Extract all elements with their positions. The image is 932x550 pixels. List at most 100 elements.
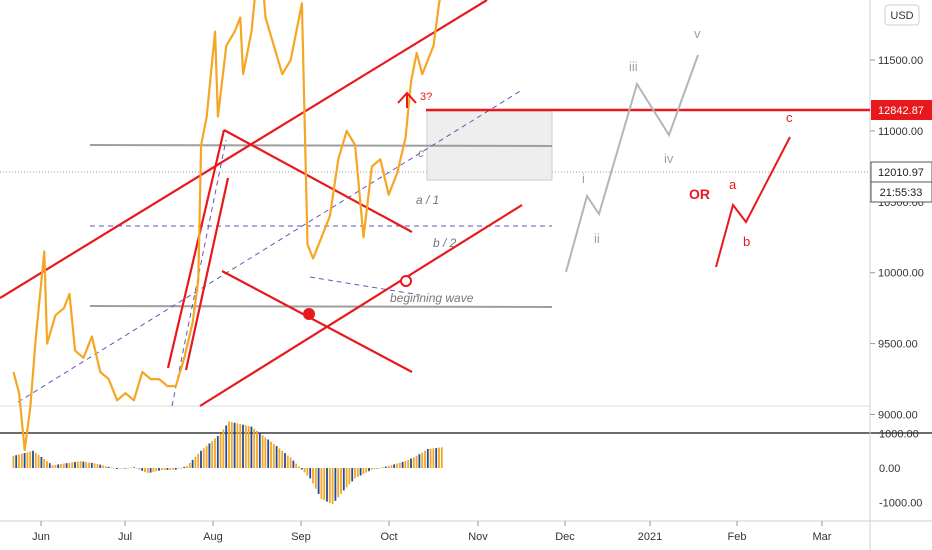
oscillator-bar — [278, 448, 281, 468]
time-tick-label: Feb — [728, 531, 747, 543]
level-price-badge — [871, 100, 932, 120]
oscillator-bar — [26, 452, 29, 468]
oscillator-bar — [96, 463, 99, 468]
red-fork-right[interactable] — [184, 177, 230, 371]
oscillator-bar — [337, 468, 340, 498]
oscillator-bar — [267, 439, 270, 468]
oscillator-bar — [74, 462, 76, 468]
oscillator-bar — [398, 462, 401, 468]
oscillator-bar — [146, 468, 149, 474]
oscillator-bar — [253, 428, 256, 468]
oscillator-bar — [356, 468, 359, 477]
oscillator-bar — [158, 468, 160, 471]
oscillator-bar — [88, 462, 90, 468]
oscillator-bar — [43, 459, 46, 468]
oscillator-bar — [317, 468, 320, 494]
projection-iv-label: iv — [664, 151, 674, 166]
oscillator-bar — [256, 430, 258, 468]
oscillator-bar — [368, 468, 370, 472]
projection-ii-label: ii — [594, 231, 600, 246]
oscillator-bar — [169, 468, 172, 470]
oscillator-bar — [186, 465, 188, 468]
oscillator-bar — [239, 424, 242, 468]
oscillator-bar — [236, 423, 239, 468]
oscillator-bar — [373, 468, 376, 470]
price-tick-label: 10000.00 — [878, 268, 924, 280]
currency-label: USD — [890, 10, 913, 22]
oscillator-bar — [48, 463, 51, 468]
oscillator-tick-label: 0.00 — [879, 463, 900, 475]
oscillator-bar — [384, 466, 387, 468]
oscillator-bar — [418, 454, 421, 468]
oscillator-bar — [426, 449, 429, 468]
oscillator-bar — [200, 450, 202, 469]
oscillator-bar — [15, 455, 18, 468]
projection-iii-label: iii — [629, 59, 638, 74]
oscillator-bar — [60, 464, 62, 468]
oscillator-bar — [247, 426, 250, 468]
oscillator-bar — [415, 455, 418, 468]
price-series-line[interactable] — [12, 0, 442, 452]
oscillator-bar — [12, 455, 15, 468]
oscillator-bar — [82, 461, 85, 468]
oscillator-bar — [57, 464, 60, 468]
oscillator-bar — [130, 467, 132, 469]
oscillator-bar — [32, 450, 34, 469]
oscillator-bar — [258, 433, 261, 468]
alternate-projection-path[interactable] — [715, 136, 791, 268]
currency-button[interactable] — [884, 4, 920, 26]
time-tick-label: Sep — [291, 531, 311, 543]
oscillator-bar — [93, 463, 96, 468]
oscillator-bar — [421, 452, 424, 468]
oscillator-bar — [214, 438, 216, 468]
oscillator-bar — [65, 463, 68, 468]
price-tick-label: 9000.00 — [878, 410, 918, 422]
oscillator-bar — [163, 468, 166, 470]
wave-start-marker[interactable] — [303, 308, 315, 320]
oscillator-bar — [390, 465, 393, 468]
oscillator-bar — [435, 448, 438, 468]
time-tick-label: Dec — [555, 531, 575, 543]
oscillator-bar — [104, 466, 107, 468]
oscillator-tick-label: 1000.00 — [879, 429, 919, 441]
oscillator-bar — [68, 462, 71, 468]
oscillator-bar — [116, 468, 118, 469]
oscillator-bar — [326, 468, 328, 502]
oscillator-bar — [284, 453, 286, 468]
red-channel-upper[interactable] — [0, 0, 488, 299]
red-falling-line-upper[interactable] — [223, 129, 413, 233]
impulse-projection-path[interactable] — [565, 54, 699, 273]
dashed-wave-line[interactable] — [309, 276, 421, 296]
price-tick-label: 9500.00 — [878, 339, 918, 351]
time-tick-label: Mar — [813, 531, 832, 543]
oscillator-bar — [135, 468, 138, 469]
oscillator-bar — [225, 425, 228, 468]
oscillator-bar — [216, 436, 219, 468]
oscillator-bar — [340, 468, 342, 494]
oscillator-bar — [205, 445, 208, 468]
time-tick-label: 2021 — [638, 531, 662, 543]
wave-low-marker[interactable] — [400, 275, 412, 287]
oscillator-bar — [121, 468, 124, 469]
target-label: 3? — [420, 91, 432, 103]
oscillator-tick-label: -1000.00 — [879, 498, 922, 510]
oscillator-bar — [359, 468, 362, 476]
oscillator-bar — [292, 460, 295, 468]
red-falling-line-lower[interactable] — [221, 270, 413, 373]
gray-support-line[interactable] — [89, 305, 553, 308]
oscillator-bar — [345, 468, 348, 488]
beginning-wave-label: beginning wave — [390, 291, 474, 305]
oscillator-bar — [54, 464, 57, 468]
oscillator-bar — [264, 437, 267, 468]
gray-resistance-line[interactable] — [89, 144, 553, 147]
oscillator-bar — [320, 468, 323, 500]
time-tick-label: Jun — [32, 531, 50, 543]
oscillator-bar — [393, 464, 396, 468]
projection-i-label: i — [582, 171, 585, 186]
oscillator-bar — [208, 443, 211, 468]
red-channel-lower[interactable] — [199, 204, 523, 407]
oscillator-bar — [300, 468, 303, 470]
red-fork-left[interactable] — [166, 129, 226, 369]
